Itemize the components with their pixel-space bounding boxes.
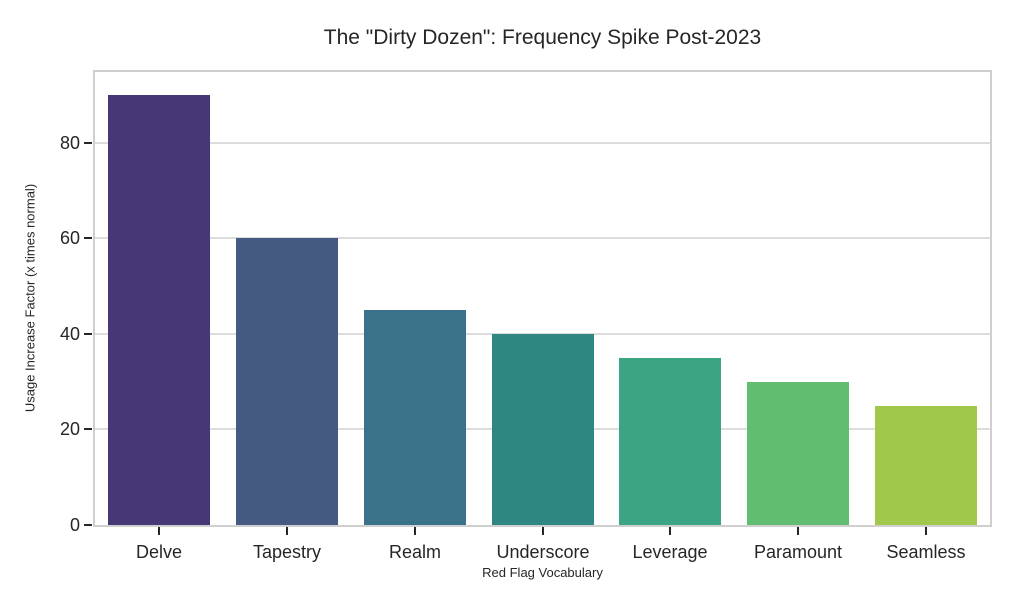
x-tick-mark-leverage (669, 527, 671, 535)
y-tick-label-80: 80 (59, 133, 80, 153)
x-tick-mark-paramount (797, 527, 799, 535)
x-tick-mark-underscore (542, 527, 544, 535)
bar-tapestry (236, 238, 338, 525)
x-tick-label-leverage: Leverage (632, 542, 708, 562)
x-tick-mark-seamless (925, 527, 927, 535)
y-tick-mark-60 (84, 237, 92, 239)
x-tick-mark-tapestry (286, 527, 288, 535)
bar-paramount (747, 382, 849, 525)
y-tick-label-20: 20 (59, 419, 80, 439)
y-tick-mark-80 (84, 142, 92, 144)
x-tick-label-tapestry: Tapestry (252, 542, 322, 562)
y-tick-label-40: 40 (59, 324, 80, 344)
y-tick-label-60: 60 (59, 228, 80, 248)
plot-area (93, 70, 992, 527)
x-axis-label: Red Flag Vocabulary (482, 565, 603, 580)
bar-realm (364, 310, 466, 525)
x-tick-mark-delve (158, 527, 160, 535)
y-tick-mark-20 (84, 428, 92, 430)
x-tick-label-paramount: Paramount (753, 542, 843, 562)
bar-leverage (619, 358, 721, 525)
y-axis-label: Usage Increase Factor (x times normal) (22, 183, 38, 413)
gridline-y-80 (95, 141, 990, 144)
y-tick-mark-0 (84, 524, 92, 526)
y-tick-label-0: 0 (69, 515, 80, 535)
x-tick-label-delve: Delve (135, 542, 183, 562)
x-tick-label-underscore: Underscore (496, 542, 590, 562)
x-tick-label-seamless: Seamless (886, 542, 966, 562)
gridline-y-60 (95, 237, 990, 240)
bar-seamless (875, 406, 977, 525)
y-tick-mark-40 (84, 333, 92, 335)
gridline-y-40 (95, 332, 990, 335)
bar-delve (108, 95, 210, 525)
bar-underscore (492, 334, 594, 525)
x-tick-mark-realm (414, 527, 416, 535)
chart-title: The "Dirty Dozen": Frequency Spike Post-… (323, 26, 762, 49)
x-tick-label-realm: Realm (388, 542, 441, 562)
